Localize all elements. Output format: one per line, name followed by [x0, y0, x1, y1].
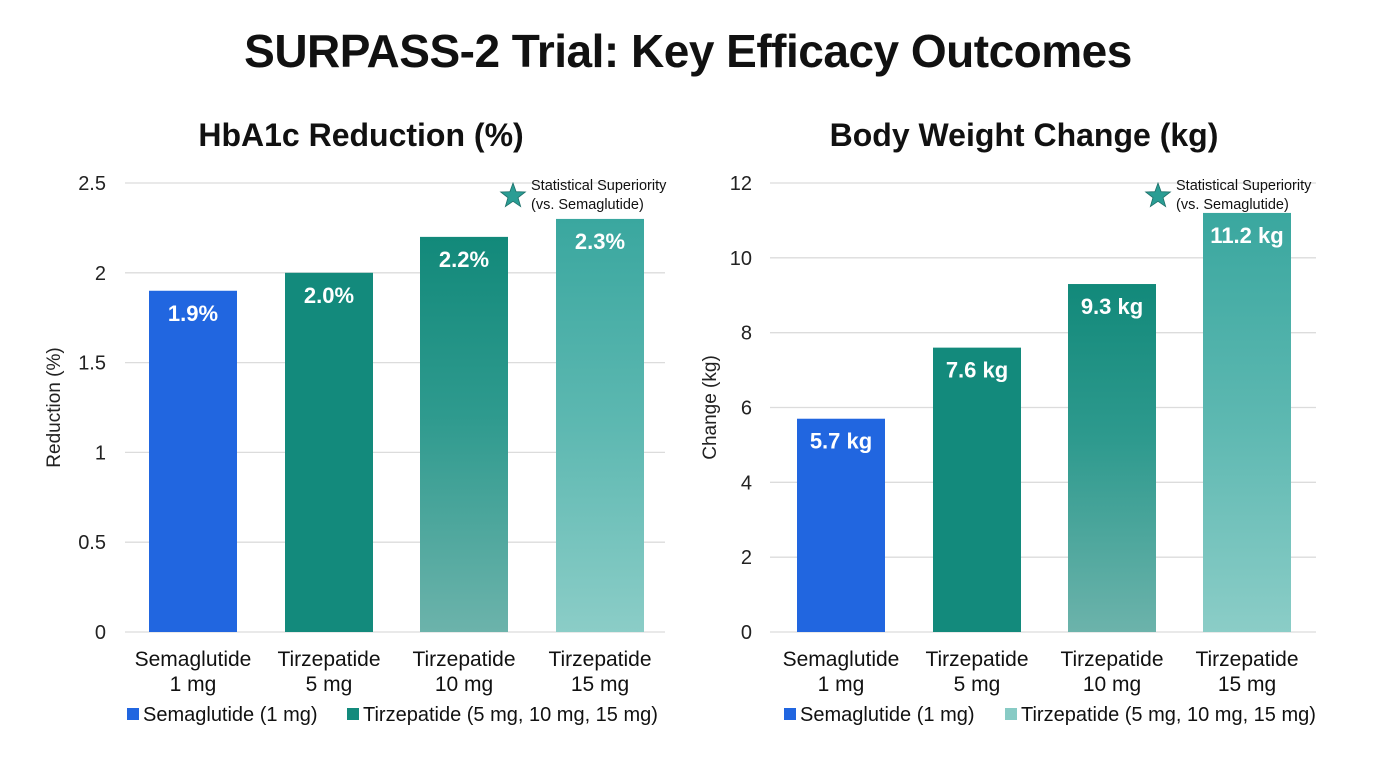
- x-tick-label: 15 mg: [571, 673, 629, 696]
- x-tick-label: Semaglutide: [135, 648, 252, 671]
- y-tick-label: 6: [741, 398, 752, 420]
- annotation-text: Statistical Superiority: [1176, 178, 1312, 194]
- bar-value-label: 5.7 kg: [810, 429, 872, 454]
- legend-swatch: [1005, 708, 1017, 720]
- legend-label: Semaglutide (1 mg): [800, 704, 975, 726]
- legend-label: Tirzepatide (5 mg, 10 mg, 15 mg): [1021, 704, 1316, 726]
- y-tick-label: 2.5: [78, 173, 106, 195]
- y-axis-label: Reduction (%): [44, 347, 65, 467]
- x-tick-label: Tirzepatide: [925, 648, 1028, 671]
- y-tick-label: 0.5: [78, 532, 106, 554]
- bar-value-label: 9.3 kg: [1081, 294, 1143, 319]
- bar-value-label: 2.2%: [439, 247, 489, 272]
- bar: [556, 218, 644, 633]
- bar: [933, 347, 1021, 632]
- legend-swatch: [127, 708, 139, 720]
- x-tick-label: 10 mg: [1083, 673, 1141, 696]
- bar-value-label: 2.3%: [575, 229, 625, 254]
- x-tick-label: Tirzepatide: [1060, 648, 1163, 671]
- star-icon: [499, 181, 527, 208]
- y-tick-label: 12: [730, 173, 752, 195]
- y-axis-label: Change (kg): [700, 355, 721, 460]
- x-tick-label: 15 mg: [1218, 673, 1276, 696]
- legend-label: Tirzepatide (5 mg, 10 mg, 15 mg): [363, 704, 658, 726]
- x-tick-label: Tirzepatide: [412, 648, 515, 671]
- bar-value-label: 7.6 kg: [946, 358, 1008, 383]
- x-tick-label: Tirzepatide: [1195, 648, 1298, 671]
- x-tick-label: 1 mg: [818, 673, 865, 696]
- body-weight-chart: Body Weight Change (kg) 0 2 4 6 8 10 12 Change (…: [700, 117, 1316, 726]
- y-tick-label: 8: [741, 323, 752, 345]
- annotation-text: Statistical Superiority: [531, 178, 667, 194]
- bar: [420, 236, 508, 632]
- y-tick-label: 2: [95, 263, 106, 285]
- bar: [285, 272, 373, 632]
- star-icon: [1144, 181, 1172, 208]
- y-tick-label: 1.5: [78, 353, 106, 375]
- y-tick-label: 10: [730, 248, 752, 270]
- bar: [797, 418, 885, 632]
- bar-value-label: 1.9%: [168, 301, 218, 326]
- main-title: SURPASS-2 Trial: Key Efficacy Outcomes: [244, 25, 1132, 77]
- y-tick-label: 0: [741, 622, 752, 644]
- annotation-text: (vs. Semaglutide): [531, 197, 644, 213]
- chart-title: HbA1c Reduction (%): [198, 117, 523, 153]
- bar: [1068, 284, 1156, 632]
- legend-swatch: [784, 708, 796, 720]
- hba1c-chart: HbA1c Reduction (%) 0 0.5 1 1.5 2 2.5 Reduction…: [44, 117, 667, 726]
- x-tick-label: 5 mg: [954, 673, 1001, 696]
- x-tick-label: 5 mg: [306, 673, 353, 696]
- x-tick-label: 10 mg: [435, 673, 493, 696]
- annotation-text: (vs. Semaglutide): [1176, 197, 1289, 213]
- legend-swatch: [347, 708, 359, 720]
- bar-value-label: 11.2 kg: [1210, 223, 1283, 248]
- y-tick-label: 1: [95, 442, 106, 464]
- x-tick-label: Tirzepatide: [277, 648, 380, 671]
- y-tick-label: 4: [741, 472, 752, 494]
- bar-value-label: 2.0%: [304, 283, 354, 308]
- x-tick-label: Semaglutide: [783, 648, 900, 671]
- y-tick-label: 0: [95, 622, 106, 644]
- legend-label: Semaglutide (1 mg): [143, 704, 318, 726]
- chart-title: Body Weight Change (kg): [830, 117, 1219, 153]
- x-tick-label: Tirzepatide: [548, 648, 651, 671]
- bar: [1203, 212, 1291, 632]
- bar: [149, 290, 237, 632]
- y-tick-label: 2: [741, 547, 752, 569]
- x-tick-label: 1 mg: [170, 673, 217, 696]
